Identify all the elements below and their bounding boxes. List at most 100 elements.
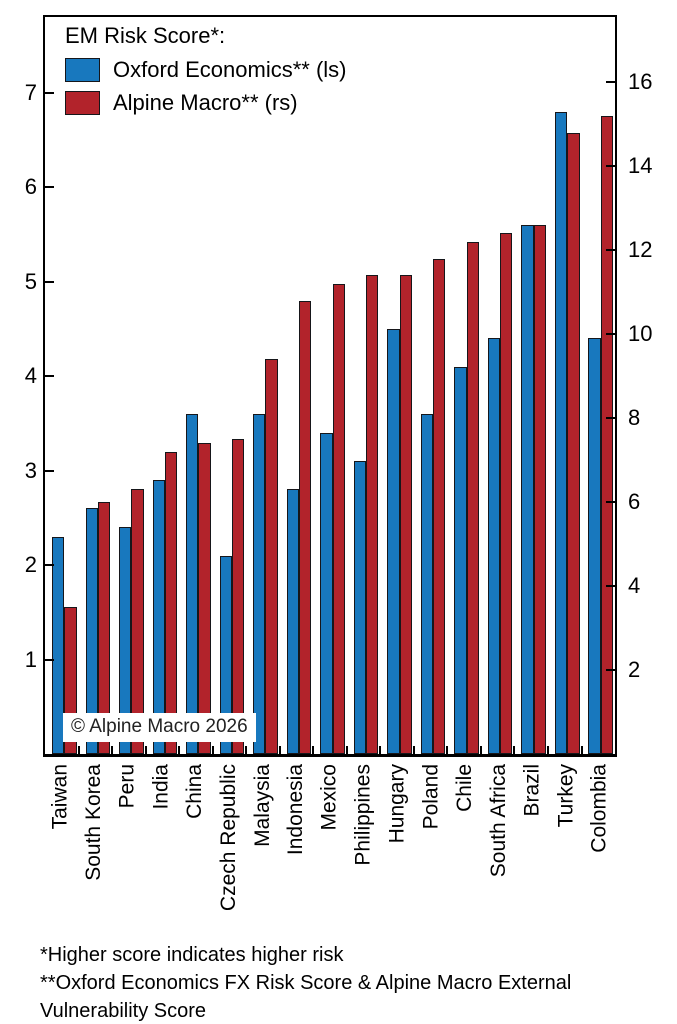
right-axis-tick-label: 8 [628, 405, 641, 430]
left-axis-tick [45, 280, 54, 283]
bar-oxford-economics-china [186, 413, 199, 754]
x-axis-tick [479, 746, 482, 754]
left-axis-tick [45, 564, 54, 566]
right-axis-tick [606, 417, 615, 419]
x-axis-tick [278, 746, 281, 754]
left-axis-tick-label: 1 [24, 646, 37, 672]
x-axis-tick [580, 746, 583, 754]
x-axis-tick [546, 746, 549, 754]
bar-oxford-economics-mexico [320, 432, 333, 754]
bar-oxford-economics-chile [454, 366, 467, 754]
right-axis-tick-label: 14 [628, 153, 653, 179]
right-axis-tick [606, 249, 615, 252]
legend-label-alpine: Alpine Macro** (rs) [113, 90, 298, 115]
bar-alpine-macro-poland [433, 258, 446, 754]
plot-area: EM Risk Score*: Oxford Economics** (ls) … [43, 15, 617, 757]
bar-alpine-macro-hungary [399, 275, 412, 754]
bar-oxford-economics-colombia [588, 338, 601, 754]
bar-alpine-macro-peru [131, 489, 144, 754]
bar-oxford-economics-taiwan [52, 536, 65, 754]
bar-alpine-macro-south-africa [500, 233, 513, 754]
bar-alpine-macro-malaysia [265, 359, 278, 754]
bar-oxford-economics-hungary [387, 328, 400, 754]
right-axis-tick-label: 4 [628, 573, 641, 598]
right-axis-tick [606, 585, 615, 587]
right-axis-tick [606, 81, 615, 84]
right-axis-tick-label: 12 [628, 237, 653, 263]
footnote-line-1: *Higher score indicates higher risk [40, 944, 344, 966]
right-axis-tick [606, 501, 615, 503]
x-axis-tick [446, 746, 449, 754]
right-axis-tick [606, 669, 615, 671]
x-axis-label-indonesia: Indonesia [284, 764, 308, 856]
legend-item-oxford: Oxford Economics** (ls) [65, 58, 347, 82]
bar-oxford-economics-south-korea [85, 508, 98, 754]
bar-oxford-economics-poland [420, 413, 434, 754]
bar-oxford-economics-turkey [554, 111, 568, 754]
x-axis-tick [412, 746, 415, 754]
left-axis-tick-label: 3 [24, 457, 37, 483]
x-axis-tick [245, 746, 248, 754]
x-axis-label-czech-republic: Czech Republic [216, 764, 240, 912]
left-axis-tick [45, 375, 54, 378]
bar-oxford-economics-south-africa [487, 338, 501, 754]
legend-swatch-blue-icon [65, 58, 100, 82]
left-axis-tick [45, 469, 54, 472]
bar-alpine-macro-philippines [366, 275, 379, 754]
bar-alpine-macro-india [164, 451, 178, 754]
x-axis-tick [111, 746, 114, 754]
bar-alpine-macro-south-korea [97, 502, 111, 754]
x-axis-label-south-korea: South Korea [81, 764, 105, 881]
x-axis-tick [312, 746, 315, 754]
bar-oxford-economics-philippines [353, 461, 367, 754]
bar-alpine-macro-turkey [567, 132, 580, 754]
legend: EM Risk Score*: Oxford Economics** (ls) … [65, 23, 347, 115]
legend-swatch-red-icon [65, 91, 100, 115]
x-axis-tick [513, 746, 516, 754]
bar-alpine-macro-czech-republic [231, 439, 245, 754]
bar-alpine-macro-indonesia [299, 300, 312, 754]
legend-title: EM Risk Score*: [65, 23, 226, 48]
bar-oxford-economics-peru [119, 527, 132, 754]
x-axis-label-peru: Peru [115, 764, 139, 809]
x-axis-tick [77, 746, 80, 754]
x-axis-label-malaysia: Malaysia [250, 764, 274, 847]
x-axis-label-brazil: Brazil [520, 764, 544, 817]
left-axis-tick [45, 658, 54, 661]
left-axis-tick [45, 91, 54, 94]
x-axis-label-chile: Chile [453, 764, 477, 812]
right-axis-tick-label: 6 [628, 489, 641, 514]
right-axis-tick-label: 2 [628, 657, 641, 682]
x-axis-tick [379, 746, 382, 754]
x-axis-label-mexico: Mexico [318, 764, 341, 831]
left-axis-tick-label: 5 [24, 268, 37, 294]
left-axis-tick-label: 7 [24, 79, 37, 105]
x-axis-tick [211, 746, 214, 754]
bar-alpine-macro-china [198, 443, 211, 754]
x-axis-label-poland: Poland [419, 764, 443, 830]
right-axis-tick-label: 16 [628, 69, 653, 95]
legend-item-alpine: Alpine Macro** (rs) [65, 91, 347, 115]
x-axis-label-south-africa: South Africa [486, 764, 510, 878]
x-axis-label-taiwan: Taiwan [47, 764, 71, 830]
footnote-line-2: **Oxford Economics FX Risk Score & Alpin… [40, 972, 572, 994]
x-axis-label-turkey: Turkey [554, 764, 578, 828]
bar-alpine-macro-colombia [600, 115, 614, 754]
left-axis-tick-label: 6 [24, 174, 37, 200]
x-axis-label-colombia: Colombia [588, 764, 612, 853]
right-axis-tick [606, 165, 615, 168]
bar-oxford-economics-indonesia [286, 489, 299, 754]
right-axis-tick-label: 10 [628, 321, 653, 347]
bar-alpine-macro-chile [466, 241, 479, 754]
x-axis-tick [178, 746, 181, 754]
watermark: © Alpine Macro 2026 [63, 713, 256, 742]
x-axis-label-india: India [149, 764, 173, 810]
right-axis-tick [606, 333, 615, 336]
left-axis-tick-label: 4 [24, 363, 37, 389]
x-axis-label-china: China [182, 764, 206, 819]
x-axis-label-hungary: Hungary [385, 764, 409, 844]
left-axis-tick-label: 2 [24, 552, 37, 577]
footnotes: *Higher score indicates higher risk **Ox… [40, 941, 571, 1024]
x-axis-tick [144, 746, 147, 754]
